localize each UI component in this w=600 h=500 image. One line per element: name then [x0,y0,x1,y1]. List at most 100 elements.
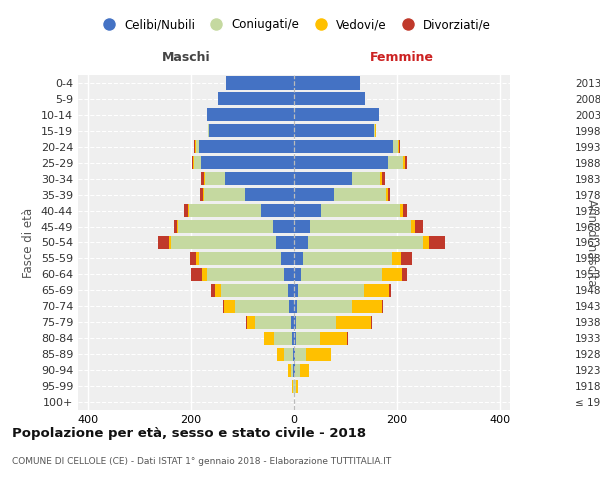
Bar [256,316,292,329]
Bar [288,364,291,376]
Bar [260,204,294,217]
Bar [202,268,206,281]
Bar [294,380,296,392]
Y-axis label: Fasce di età: Fasce di età [22,208,35,278]
Bar [294,236,308,249]
Bar [194,156,202,170]
Bar [169,236,170,249]
Bar [295,364,299,376]
Bar [178,220,274,233]
Bar [202,172,204,185]
Bar [388,156,403,170]
Bar [301,268,382,281]
Bar [202,156,294,170]
Bar [294,108,379,122]
Bar [196,252,199,265]
Bar [184,204,188,217]
Bar [294,268,301,281]
Bar [196,140,199,153]
Bar [221,284,288,297]
Bar [294,348,295,360]
Bar [224,172,294,185]
Bar [174,220,177,233]
Bar [284,268,294,281]
Bar [215,284,221,297]
Bar [382,268,402,281]
Bar [352,300,382,313]
Bar [380,172,382,185]
Bar [200,188,203,201]
Bar [294,140,393,153]
Bar [422,236,429,249]
Bar [245,188,294,201]
Text: Femmine: Femmine [370,51,434,64]
Bar [386,188,388,201]
Bar [334,188,386,201]
Bar [296,316,336,329]
Bar [401,252,412,265]
Bar [296,332,320,345]
Bar [199,140,294,153]
Bar [352,172,380,185]
Bar [292,316,294,329]
Bar [303,252,392,265]
Bar [400,204,403,217]
Bar [284,348,293,360]
Bar [193,156,194,170]
Bar [194,140,195,153]
Bar [281,252,294,265]
Bar [364,284,389,297]
Bar [226,76,294,90]
Bar [294,124,374,138]
Bar [190,252,196,265]
Bar [293,380,294,392]
Bar [295,348,307,360]
Bar [371,316,372,329]
Bar [294,284,298,297]
Legend: Celibi/Nubili, Coniugati/e, Vedovi/e, Divorziati/e: Celibi/Nubili, Coniugati/e, Vedovi/e, Di… [92,14,496,36]
Bar [292,380,293,392]
Bar [403,156,405,170]
Bar [388,188,390,201]
Bar [293,348,294,360]
Bar [247,316,256,329]
Bar [246,316,247,329]
Bar [291,364,293,376]
Bar [296,300,352,313]
Bar [392,252,401,265]
Bar [206,108,294,122]
Bar [158,236,169,249]
Bar [170,236,276,249]
Bar [429,236,445,249]
Bar [204,172,205,185]
Bar [336,316,371,329]
Bar [209,124,294,138]
Bar [320,332,347,345]
Bar [402,268,407,281]
Bar [204,188,245,201]
Bar [375,124,376,138]
Bar [296,380,298,392]
Bar [199,252,281,265]
Bar [294,188,334,201]
Bar [224,300,235,313]
Bar [415,220,423,233]
Bar [294,92,365,106]
Bar [264,332,274,345]
Bar [308,236,422,249]
Bar [347,332,348,345]
Bar [405,156,407,170]
Text: Maschi: Maschi [161,51,211,64]
Text: Popolazione per età, sesso e stato civile - 2018: Popolazione per età, sesso e stato civil… [12,428,366,440]
Bar [398,140,400,153]
Bar [277,348,284,360]
Bar [223,300,224,313]
Bar [276,236,294,249]
Bar [294,204,321,217]
Bar [294,220,310,233]
Bar [298,284,364,297]
Bar [307,348,331,360]
Bar [294,300,296,313]
Bar [211,284,215,297]
Bar [289,300,294,313]
